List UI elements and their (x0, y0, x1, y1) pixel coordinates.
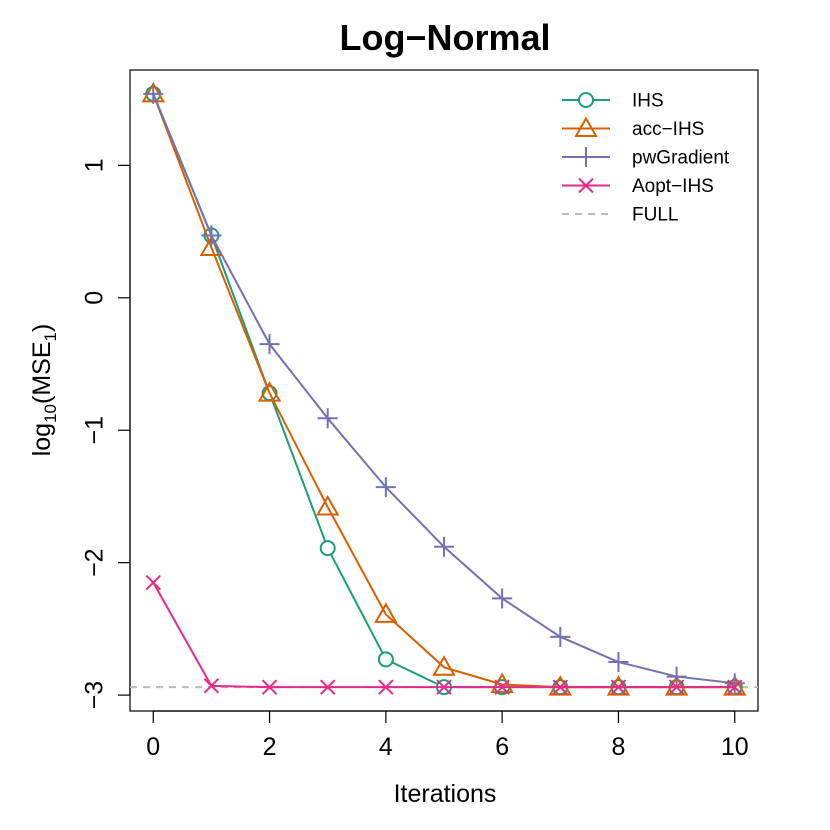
legend-marker (576, 147, 596, 167)
y-axis-label-open: (MSE (28, 342, 56, 405)
data-point (315, 495, 340, 516)
data-point (432, 655, 456, 676)
series-layer (141, 81, 747, 696)
data-point (550, 626, 571, 647)
series-3 (145, 574, 743, 695)
y-axis-label-base-subscript: 10 (41, 404, 60, 423)
data-point (666, 666, 687, 687)
x-tick-label: 0 (146, 733, 160, 761)
data-point (606, 675, 631, 696)
data-point (375, 477, 396, 498)
x-axis-label: Iterations (394, 780, 497, 808)
legend-entry: acc−IHS (562, 116, 704, 140)
y-tick-label: −1 (81, 416, 109, 445)
x-axis: 0 2 4 6 8 10 (146, 710, 749, 761)
legend-entry: IHS (562, 91, 664, 112)
x-tick-label: 8 (611, 733, 625, 761)
legend-entry: FULL (562, 205, 678, 226)
y-axis-label-subscript: 1 (41, 332, 60, 341)
data-point (723, 675, 747, 696)
data-point (727, 679, 743, 695)
data-point (724, 673, 745, 694)
data-point (145, 574, 161, 591)
data-point (259, 334, 280, 355)
data-point (377, 651, 394, 668)
data-point (201, 225, 222, 246)
legend-label: Aopt−IHS (632, 176, 714, 197)
y-tick-label: −2 (81, 548, 109, 577)
y-axis-label-close: ) (28, 324, 56, 332)
data-point (374, 602, 398, 623)
data-point (257, 381, 282, 402)
legend-marker (578, 177, 594, 194)
x-tick-label: 4 (379, 733, 393, 761)
x-tick-label: 6 (495, 733, 509, 761)
y-axis: −3 −2 −1 0 1 (81, 158, 131, 710)
legend-entry: pwGradient (562, 147, 730, 169)
series-2 (143, 83, 745, 694)
legend: IHS acc−IHS pwGradient Aopt−IHS FULL (562, 91, 730, 226)
series-line (152, 582, 735, 689)
data-point (664, 675, 689, 696)
data-point (319, 540, 336, 557)
data-point (608, 651, 629, 672)
data-point (378, 679, 394, 695)
x-tick-label: 10 (721, 733, 749, 761)
y-tick-label: −3 (81, 681, 109, 710)
data-point (552, 679, 569, 695)
y-tick-label: 0 (81, 291, 109, 305)
legend-label: FULL (632, 205, 678, 226)
data-point (436, 679, 452, 695)
data-point (494, 679, 510, 695)
chart-title: Log−Normal (339, 17, 550, 58)
legend-marker (574, 116, 598, 137)
legend-label: pwGradient (632, 148, 730, 169)
data-point (319, 679, 336, 695)
y-tick-label: 1 (81, 158, 109, 172)
legend-entry: Aopt−IHS (562, 176, 714, 197)
legend-marker (578, 92, 594, 108)
legend-label: acc−IHS (632, 119, 704, 140)
data-point (610, 679, 627, 695)
legend-label: IHS (632, 91, 664, 112)
data-point (434, 536, 454, 557)
data-point (668, 679, 685, 695)
data-point (548, 675, 573, 696)
x-tick-label: 2 (263, 733, 277, 761)
y-axis-label: log10(MSE1) (28, 324, 60, 457)
data-point (203, 678, 220, 694)
data-point (143, 83, 164, 104)
data-point (261, 679, 278, 695)
data-point (317, 408, 338, 429)
y-axis-label-base: log (28, 423, 56, 456)
data-point (492, 588, 513, 609)
